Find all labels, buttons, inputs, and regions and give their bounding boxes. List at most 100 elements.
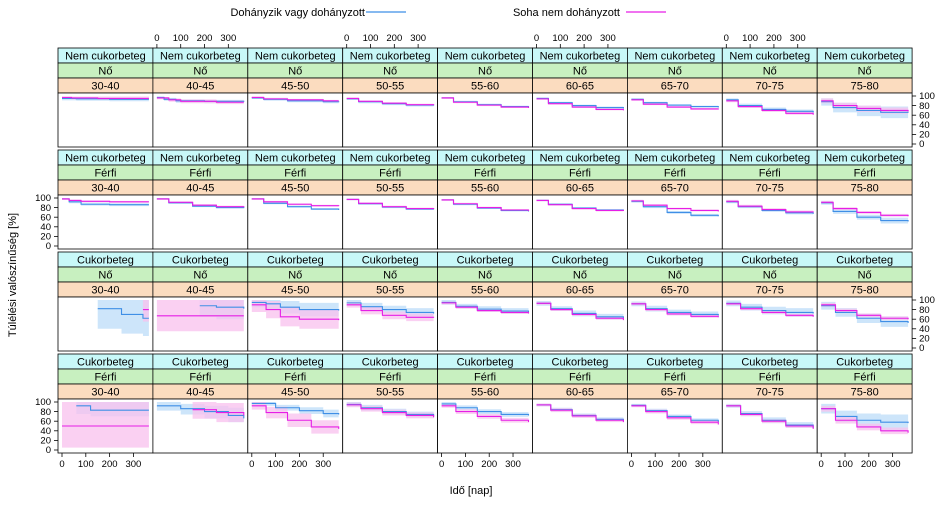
- panel-r3-c2: Cukorbeteg Férfi 45-50: [247, 353, 344, 454]
- strip-diabetes-cukorbeteg: Cukorbeteg: [836, 255, 893, 267]
- panel-r3-c5: Cukorbeteg Férfi 60-65: [532, 353, 628, 454]
- y-tick-label-20: 20: [919, 334, 930, 345]
- plot-area: [437, 297, 533, 351]
- strip-sex-n-: Nő: [288, 66, 302, 78]
- y-tick-label-100: 100: [919, 91, 935, 102]
- strip-age-60-65: 60-65: [566, 81, 594, 93]
- survival-line-never: [631, 99, 719, 110]
- panel-r1-c6: Nem cukorbeteg Férfi 65-70: [627, 149, 723, 250]
- survival-line-never: [156, 97, 244, 103]
- survival-line-never: [536, 199, 624, 212]
- survival-line-smoker: [346, 302, 435, 314]
- plot-area: [532, 93, 628, 147]
- strip-sex-f-rfi: Férfi: [664, 372, 686, 384]
- strip-age-40-45: 40-45: [186, 285, 214, 297]
- survival-line-never: [62, 96, 149, 99]
- x-tick-label-200: 200: [766, 33, 782, 44]
- strip-age-45-50: 45-50: [281, 387, 309, 399]
- plot-area: [437, 399, 533, 453]
- strip-sex-n-: Nő: [668, 270, 682, 282]
- strip-sex-f-rfi: Férfi: [379, 372, 401, 384]
- strip-sex-n-: Nő: [573, 270, 587, 282]
- y-tick-label-60: 60: [40, 416, 51, 427]
- survival-line-never: [821, 304, 909, 320]
- panel-r2-c4: Cukorbeteg Nő 55-60: [437, 251, 533, 352]
- ci-band-smoker: [441, 96, 529, 109]
- strip-sex-n-: Nő: [383, 270, 397, 282]
- strip-sex-n-: Nő: [763, 66, 777, 78]
- ci-band-smoker: [631, 403, 719, 425]
- panel-r2-c7: Cukorbeteg Nő 70-75: [721, 251, 818, 352]
- survival-line-never: [346, 304, 435, 318]
- plot-area: [437, 195, 533, 249]
- ci-band-never: [726, 302, 814, 319]
- panel-r0-c3: Nem cukorbeteg Nő 50-55: [342, 47, 439, 148]
- x-tick-label-0: 0: [59, 459, 64, 470]
- plot-area: [627, 93, 723, 147]
- y-tick-label-60: 60: [919, 314, 930, 325]
- panel-border: [816, 92, 913, 148]
- survival-line-never: [441, 405, 530, 423]
- x-tick-label-200: 200: [861, 459, 877, 470]
- strip-sex-n-: Nő: [668, 66, 682, 78]
- strip-sex-f-rfi: Férfi: [474, 168, 496, 180]
- strip-age-65-70: 65-70: [661, 183, 689, 195]
- strip-sex-n-: Nő: [288, 270, 302, 282]
- strip-diabetes-nem-cukorbeteg: Nem cukorbeteg: [634, 153, 715, 165]
- strip-age-30-40: 30-40: [91, 183, 119, 195]
- plot-area: [627, 399, 723, 453]
- strip-age-70-75: 70-75: [756, 81, 784, 93]
- x-tick-label-200: 200: [386, 33, 402, 44]
- strip-age-75-80: 75-80: [851, 81, 879, 93]
- survival-line-never: [346, 404, 435, 418]
- strip-diabetes-cukorbeteg: Cukorbeteg: [77, 357, 134, 369]
- panel-r1-c8: Nem cukorbeteg Férfi 75-80: [816, 149, 913, 250]
- ci-band-never: [631, 404, 719, 427]
- strip-diabetes-cukorbeteg: Cukorbeteg: [457, 357, 514, 369]
- plot-area: [342, 93, 438, 147]
- y-tick-label-40: 40: [40, 222, 51, 233]
- ci-band-never: [142, 300, 149, 322]
- plot-area: [437, 93, 533, 147]
- panel-r1-c7: Nem cukorbeteg Férfi 70-75: [721, 149, 818, 250]
- panel-r3-c1: Cukorbeteg Férfi 40-45: [152, 353, 249, 454]
- ci-band-never: [251, 198, 339, 208]
- panels: Nem cukorbeteg Nő 30-40 Nem cukorbeteg Nő 40-…: [57, 47, 913, 454]
- strip-age-50-55: 50-55: [376, 387, 404, 399]
- x-tick-label-300: 300: [695, 459, 711, 470]
- x-axis-label: Idő [nap]: [450, 485, 493, 497]
- ci-band-never: [251, 300, 339, 330]
- strip-diabetes-nem-cukorbeteg: Nem cukorbeteg: [445, 51, 526, 63]
- x-tick-label-300: 300: [315, 459, 331, 470]
- strip-sex-f-rfi: Férfi: [379, 168, 401, 180]
- survival-line-never: [251, 198, 340, 207]
- survival-line-never: [441, 97, 530, 108]
- panel-r0-c4: Nem cukorbeteg Nő 55-60: [437, 47, 533, 148]
- strip-age-70-75: 70-75: [756, 183, 784, 195]
- survival-line-never: [536, 98, 624, 111]
- strip-diabetes-nem-cukorbeteg: Nem cukorbeteg: [255, 51, 336, 63]
- ci-band-never: [726, 404, 814, 431]
- x-tick-label-100: 100: [268, 459, 284, 470]
- strip-age-75-80: 75-80: [851, 387, 879, 399]
- y-tick-label-0: 0: [46, 445, 51, 456]
- survival-line-never: [821, 201, 909, 217]
- x-tick-label-200: 200: [671, 459, 687, 470]
- survival-line-never: [192, 409, 245, 416]
- strip-sex-n-: Nő: [763, 270, 777, 282]
- ci-band-smoker: [726, 300, 814, 318]
- ci-band-smoker: [251, 402, 339, 419]
- strip-age-45-50: 45-50: [281, 81, 309, 93]
- panel-border: [816, 194, 913, 250]
- panel-r3-c8: Cukorbeteg Férfi 75-80: [816, 353, 913, 454]
- strip-diabetes-nem-cukorbeteg: Nem cukorbeteg: [824, 153, 905, 165]
- legend-label-0: Dohányzik vagy dohányzott: [230, 7, 365, 19]
- x-tick-label-0: 0: [154, 33, 159, 44]
- strip-diabetes-cukorbeteg: Cukorbeteg: [77, 255, 134, 267]
- ci-band-never: [62, 402, 149, 448]
- strip-sex-f-rfi: Férfi: [94, 372, 116, 384]
- ci-band-smoker: [536, 300, 624, 322]
- panel-r2-c8: Cukorbeteg Nő 75-80: [816, 251, 913, 352]
- survival-line-never: [726, 200, 814, 213]
- panel-r1-c5: Nem cukorbeteg Férfi 60-65: [532, 149, 628, 250]
